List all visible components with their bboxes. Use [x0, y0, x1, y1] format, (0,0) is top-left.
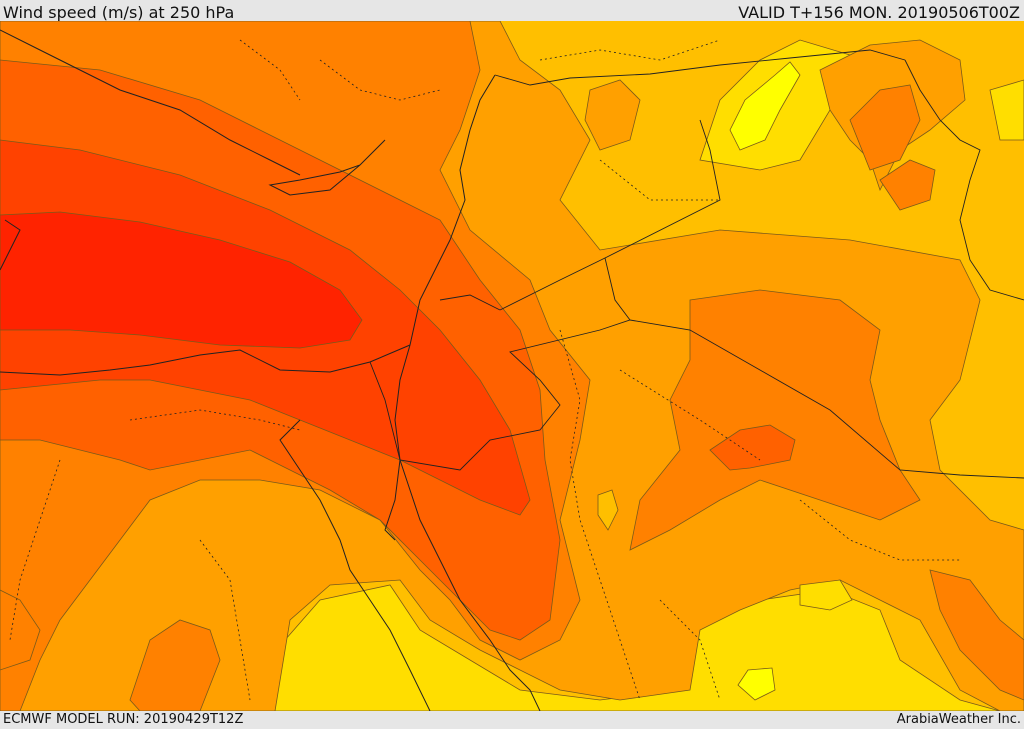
map-title: Wind speed (m/s) at 250 hPa: [3, 3, 235, 22]
wind-speed-map: [0, 21, 1024, 711]
map-canvas: [0, 21, 1024, 711]
valid-time-label: VALID T+156 MON. 20190506T00Z: [738, 3, 1020, 22]
wind-band-red-core: [0, 211, 363, 349]
admin-boundaries: [9, 39, 960, 701]
wind-band-dark-orange-patch: [849, 84, 921, 171]
wind-band-yellow-spot: [737, 667, 776, 701]
wind-band-bright-yellow: [729, 61, 801, 151]
political-borders: [369, 49, 1024, 479]
model-run-label: ECMWF MODEL RUN: 20190429T12Z: [3, 712, 244, 727]
wind-band-dark-orange-east: [629, 289, 921, 551]
footer-bar: ECMWF MODEL RUN: 20190429T12Z ArabiaWeat…: [0, 711, 1024, 729]
wind-band-dark-orange-se: [929, 569, 1024, 701]
wind-band-dark-orange-patch-2: [879, 159, 936, 211]
wind-band-orange-red-east: [709, 424, 796, 471]
credit-label: ArabiaWeather Inc.: [896, 712, 1021, 727]
header-bar: Wind speed (m/s) at 250 hPa VALID T+156 …: [0, 0, 1024, 22]
wind-band-yellow-east: [989, 79, 1024, 141]
wind-band-light-spot-1: [597, 489, 619, 531]
wind-band-dark-orange-sw: [129, 619, 221, 711]
wind-band-orange-north: [584, 79, 641, 151]
wind-band-light-spot-2: [799, 579, 853, 611]
